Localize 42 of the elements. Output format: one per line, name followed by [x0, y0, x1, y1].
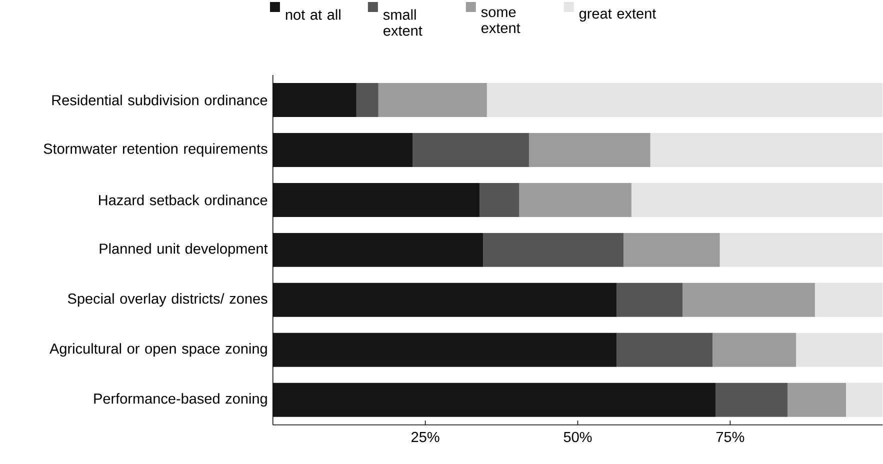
bar: [712, 332, 796, 367]
y-tick-label: Planned unit development: [100, 243, 268, 257]
bar: [616, 282, 683, 317]
y-tick-label: Residential subdivision ordinance: [52, 94, 268, 106]
legend-label: some extent: [481, 9, 520, 34]
bar: [480, 183, 520, 218]
bar: [272, 332, 617, 367]
x-tick-label: 50%: [564, 432, 592, 442]
bar: [272, 133, 413, 168]
bar: [787, 382, 846, 417]
bar: [272, 382, 716, 417]
bar: [616, 332, 712, 367]
legend-label: not at all: [286, 9, 340, 20]
bar: [623, 233, 720, 268]
bar: [528, 133, 650, 168]
bar: [519, 183, 632, 218]
y-tick-label: Hazard setback ordinance: [99, 194, 268, 206]
bar: [272, 282, 617, 317]
bar: [720, 233, 883, 268]
bar: [716, 382, 788, 417]
bar: [272, 233, 484, 268]
bar: [846, 382, 883, 417]
x-tick-label: 25%: [412, 432, 440, 442]
legend-label: great extent: [579, 9, 656, 22]
legend-label: small extent: [383, 9, 422, 36]
bar: [412, 133, 529, 168]
y-tick-label: Stormwater retention requirements: [44, 143, 268, 157]
bar: [272, 183, 480, 218]
x-tick-label: 75%: [716, 432, 744, 442]
bar: [650, 133, 883, 168]
bar: [682, 282, 815, 317]
y-tick-label: Performance-based zoning: [94, 393, 267, 407]
bar: [272, 83, 356, 118]
bar: [814, 282, 883, 317]
bar: [796, 332, 883, 367]
bar: [378, 83, 487, 118]
bar: [486, 83, 883, 118]
bar: [483, 233, 624, 268]
bar: [631, 183, 883, 218]
bar: [356, 83, 378, 118]
y-tick-label: Special overlay districts/ zones: [68, 293, 268, 307]
y-tick-label: Agricultural or open space zoning: [50, 343, 267, 357]
